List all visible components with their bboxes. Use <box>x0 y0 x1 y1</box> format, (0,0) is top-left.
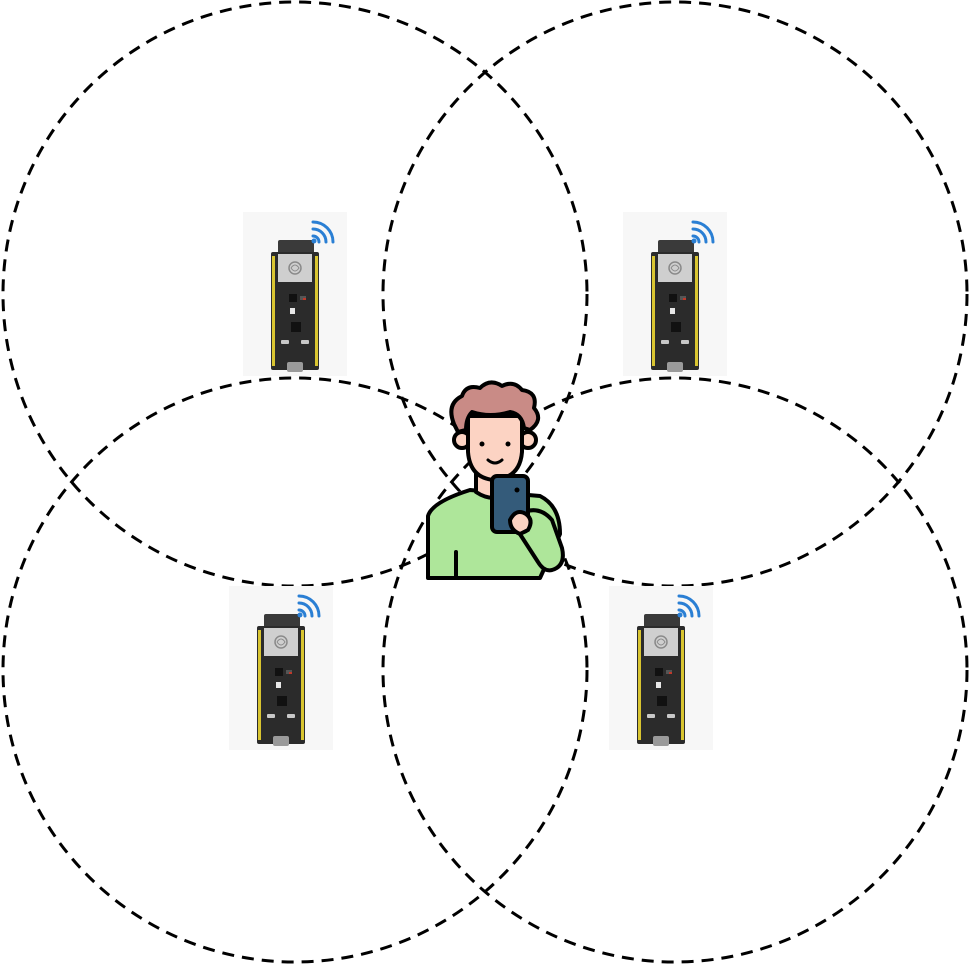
esp32-board-top-left <box>241 210 349 378</box>
esp32-board-bottom-left <box>227 584 335 752</box>
range-circle-top-right <box>381 0 969 588</box>
range-circle-bottom-right <box>381 376 969 964</box>
range-circle-top-left <box>1 0 589 588</box>
esp32-board-icon <box>621 210 729 378</box>
esp32-board-top-right <box>621 210 729 378</box>
esp32-board-icon <box>227 584 335 752</box>
esp32-board-bottom-right <box>607 584 715 752</box>
person-with-phone-icon <box>426 380 565 580</box>
esp32-board-icon <box>241 210 349 378</box>
esp32-board-icon <box>607 584 715 752</box>
range-circle-bottom-left <box>1 376 589 964</box>
